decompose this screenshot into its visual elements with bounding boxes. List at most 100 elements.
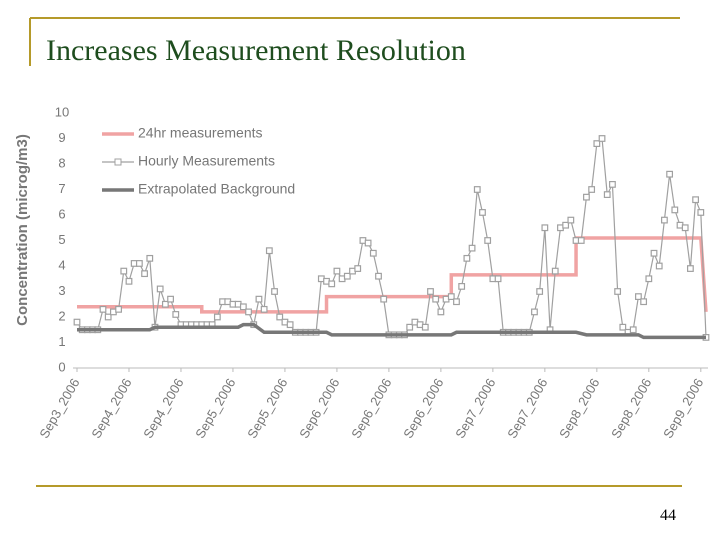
marker <box>146 254 154 262</box>
marker <box>609 181 616 188</box>
marker <box>697 209 705 216</box>
marker <box>73 318 81 326</box>
marker <box>135 260 143 267</box>
marker <box>681 224 689 232</box>
marker <box>104 313 112 321</box>
x-tick-label: Sep5_2006 <box>192 376 238 441</box>
marker <box>364 239 372 247</box>
marker <box>650 249 658 257</box>
marker <box>583 193 590 201</box>
marker <box>536 288 544 295</box>
y-tick-label: 1 <box>58 334 65 349</box>
marker <box>120 267 128 275</box>
x-tick-label: Sep3_2006 <box>36 376 82 441</box>
y-tick-label: 4 <box>58 257 65 272</box>
marker <box>437 308 445 316</box>
marker <box>239 303 247 311</box>
marker <box>666 170 674 178</box>
marker <box>463 254 471 262</box>
marker <box>484 237 492 244</box>
marker <box>354 265 362 272</box>
marker <box>458 283 466 290</box>
marker <box>343 272 351 280</box>
marker <box>369 249 377 257</box>
marker <box>619 323 627 331</box>
marker <box>328 280 336 288</box>
y-tick-label: 0 <box>58 359 65 374</box>
marker <box>635 293 642 300</box>
marker <box>692 196 700 204</box>
marker <box>645 275 653 283</box>
marker <box>593 140 601 148</box>
marker <box>255 295 263 303</box>
marker <box>629 326 637 334</box>
marker <box>333 267 341 275</box>
marker <box>541 224 549 232</box>
marker <box>687 265 694 272</box>
marker <box>406 323 414 331</box>
marker <box>655 262 663 270</box>
marker <box>551 267 559 275</box>
marker <box>421 323 429 331</box>
marker <box>661 216 668 224</box>
marker <box>494 275 502 283</box>
marker <box>380 295 388 303</box>
x-tick-label: Sep6_2006 <box>400 376 446 441</box>
marker <box>156 285 164 293</box>
marker <box>473 186 481 193</box>
x-tick-label: Sep6_2006 <box>296 376 342 441</box>
marker <box>447 293 455 300</box>
marker <box>479 209 486 216</box>
marker <box>453 298 460 306</box>
y-tick-label: 7 <box>58 181 65 196</box>
marker <box>640 298 648 306</box>
x-tick-label: Sep4_2006 <box>88 376 134 441</box>
marker <box>671 206 679 214</box>
marker <box>432 295 440 303</box>
marker <box>167 295 174 303</box>
marker <box>141 270 148 278</box>
marker <box>427 288 434 295</box>
marker <box>276 313 284 321</box>
marker <box>598 135 606 142</box>
marker <box>125 277 133 285</box>
legend-label: Hourly Measurements <box>138 153 275 169</box>
x-tick-label: Sep9_2006 <box>660 376 706 441</box>
x-tick-label: Sep7_2006 <box>504 376 550 441</box>
marker <box>245 308 252 316</box>
x-tick-label: Sep8_2006 <box>556 376 602 441</box>
y-tick-label: 10 <box>55 104 69 119</box>
y-tick-label: 9 <box>58 130 65 145</box>
marker <box>260 305 268 313</box>
marker <box>172 311 180 318</box>
x-tick-label: Sep5_2006 <box>244 376 290 441</box>
marker <box>567 216 575 224</box>
marker <box>562 221 570 229</box>
marker <box>161 300 169 308</box>
x-tick-label: Sep6_2006 <box>348 376 394 441</box>
marker <box>271 288 278 295</box>
marker <box>468 244 476 252</box>
marker <box>99 305 107 313</box>
slide-title: Increases Measurement Resolution <box>46 34 466 67</box>
y-tick-label: 6 <box>58 206 65 221</box>
series-line <box>77 322 706 340</box>
y-tick-label: 2 <box>58 308 65 323</box>
y-axis-label: Concentration (microg/m3) <box>14 134 31 326</box>
page-number: 44 <box>660 507 676 524</box>
legend-label: 24hr measurements <box>138 125 263 141</box>
x-tick-label: Sep7_2006 <box>452 376 498 441</box>
marker <box>614 288 622 295</box>
x-tick-label: Sep4_2006 <box>140 376 186 441</box>
marker <box>531 308 538 316</box>
marker <box>375 272 382 280</box>
marker <box>577 237 585 244</box>
y-tick-label: 8 <box>58 155 65 170</box>
marker <box>213 313 221 321</box>
y-tick-label: 3 <box>58 283 65 298</box>
marker <box>265 247 273 255</box>
marker <box>286 321 294 329</box>
marker <box>603 191 611 199</box>
legend-label: Extrapolated Background <box>138 181 295 197</box>
